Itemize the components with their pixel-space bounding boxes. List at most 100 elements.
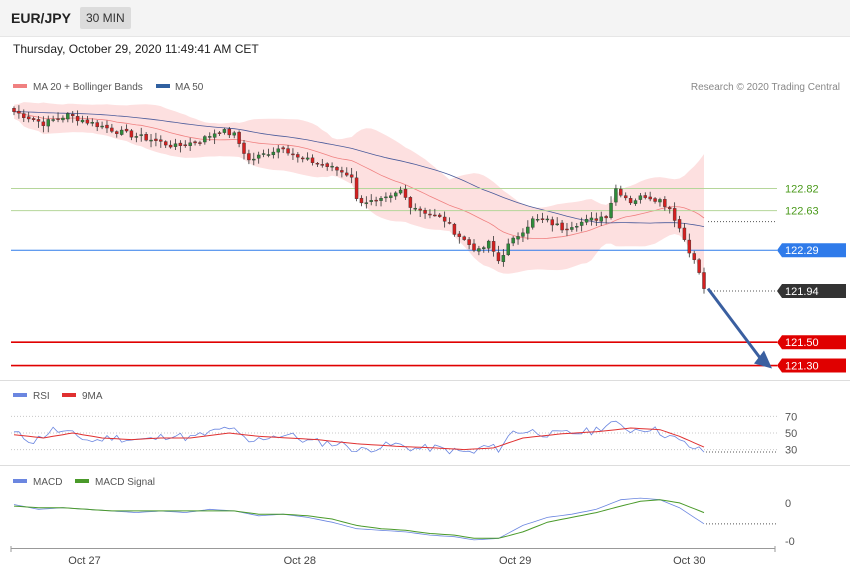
candle-body (144, 133, 148, 141)
candle-body (315, 162, 320, 165)
candle-body (17, 110, 21, 114)
candle-body (80, 119, 85, 123)
candle-body (677, 219, 682, 229)
rsi-tick-0: 70 (785, 411, 797, 423)
candle-body (237, 131, 241, 144)
x-tick-label-1: Oct 28 (284, 555, 316, 567)
legend-swatch-ma20 (13, 84, 27, 88)
x-tick-label-3: Oct 30 (673, 555, 705, 567)
candle-body (256, 154, 261, 159)
candle-body (535, 218, 540, 221)
candle-body (36, 119, 41, 122)
level-tag-5 (777, 358, 846, 373)
rsi-tick-1: 50 (785, 428, 797, 440)
candle-body (183, 144, 187, 147)
candle-body (491, 241, 496, 252)
candle-body (139, 134, 143, 136)
candle-body (393, 192, 398, 197)
candle-body (266, 154, 271, 156)
candle-body (71, 114, 75, 117)
legend-swatch-macd-signal (75, 479, 89, 483)
candle-body (501, 255, 506, 262)
candle-body (643, 195, 647, 198)
legend-swatch-ma50 (156, 84, 170, 88)
level-label-0: 122.82 (785, 184, 819, 196)
candle-body (95, 122, 99, 128)
candle-body (398, 189, 403, 194)
candle-body (90, 122, 95, 124)
candle-body (56, 118, 60, 120)
candle-body (330, 165, 334, 168)
rsi-panel: 70 50 30 (11, 411, 797, 457)
forecast-arrow-shaft (706, 287, 764, 362)
level-label-4: 121.50 (785, 337, 819, 349)
candle-body (12, 108, 16, 112)
candle-body (129, 130, 134, 138)
candle-body (579, 221, 584, 226)
candle-body (354, 177, 359, 199)
candle-body (212, 133, 217, 138)
candle-body (159, 139, 163, 142)
candle-body (531, 218, 535, 228)
macd-tick-1: -0 (785, 536, 795, 548)
candle-body (193, 141, 197, 144)
candle-body (310, 157, 315, 163)
candle-body (506, 243, 510, 255)
legend-label-rsi: RSI (33, 391, 50, 402)
candle-body (203, 136, 207, 143)
candle-body (702, 272, 706, 289)
candle-body (369, 200, 373, 202)
candle-body (286, 148, 290, 154)
candle-body (589, 217, 594, 221)
candle-body (85, 119, 90, 124)
candle-body (457, 233, 462, 237)
candle-body (496, 252, 501, 262)
price-levels: 122.82 122.63 122.29 121.94 121.50 121.30 (11, 184, 846, 373)
candle-body (374, 199, 378, 202)
rsi-line (13, 420, 705, 455)
candle-body (653, 198, 657, 202)
candle-body (261, 153, 266, 155)
candle-body (697, 259, 701, 273)
candle-body (227, 128, 232, 136)
candle-body (154, 138, 158, 141)
level-label-3: 121.94 (785, 286, 819, 298)
candle-body (472, 243, 476, 251)
x-tick-label-0: Oct 27 (68, 555, 100, 567)
timeframe-badge[interactable]: 30 MIN (80, 7, 131, 29)
candle-body (115, 131, 119, 134)
candle-body (663, 199, 667, 207)
legend-swatch-rsi (13, 393, 27, 397)
candle-body (550, 219, 555, 226)
macd-signal-line (13, 499, 705, 539)
bollinger-band-fill (14, 102, 704, 282)
macd-panel: 0 -0 (13, 497, 795, 548)
candle-body (467, 239, 471, 245)
candle-body (599, 216, 603, 222)
bollinger-band (14, 102, 704, 282)
candle-body (565, 228, 569, 231)
candle-body (408, 197, 413, 208)
candle-body (687, 239, 692, 254)
candle-body (320, 164, 325, 166)
candle-body (178, 142, 183, 146)
candle-body (575, 226, 579, 228)
level-tag-4 (777, 335, 846, 350)
candle-body (51, 119, 55, 121)
candle-body (173, 143, 178, 147)
candle-body (335, 167, 339, 171)
legend-label-ma50: MA 50 (175, 82, 204, 93)
candle-body (208, 136, 212, 138)
candle-body (633, 200, 638, 204)
ma20-line (13, 111, 705, 240)
candle-body (168, 144, 173, 148)
symbol-title: EUR/JPY (11, 10, 71, 26)
candle-body (379, 198, 383, 201)
candle-body (418, 208, 422, 211)
candle-body (540, 218, 545, 220)
candle-body (222, 129, 227, 133)
candle-body (305, 157, 310, 160)
forecast-arrow (706, 287, 772, 369)
candle-body (198, 142, 202, 144)
candle-body (105, 124, 109, 129)
